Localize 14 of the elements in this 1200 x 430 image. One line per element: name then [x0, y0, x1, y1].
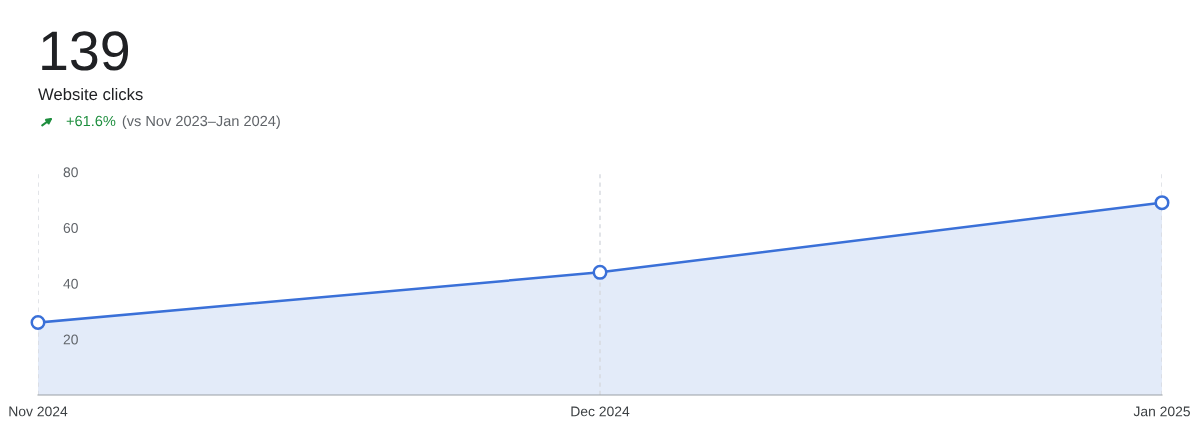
point [1154, 195, 1170, 211]
y-tick-label: 20 [63, 334, 78, 345]
point [592, 264, 608, 280]
x-tick-label: Dec 2024 [571, 406, 630, 417]
y-tick-label: 40 [63, 278, 78, 289]
x-tick-label: Jan 2025 [1133, 406, 1190, 417]
chart-title: 139 [42, 31, 129, 71]
y-tick-label: 60 [63, 223, 78, 233]
chart-subtitle: Website clicks [38, 87, 143, 101]
point [30, 315, 46, 331]
text: +61.6% [66, 115, 116, 127]
y-tick-label: 80 [63, 167, 78, 178]
text: (vs Nov 2023–Jan 2024) [122, 115, 280, 130]
x-tick-label: Nov 2024 [9, 406, 68, 417]
